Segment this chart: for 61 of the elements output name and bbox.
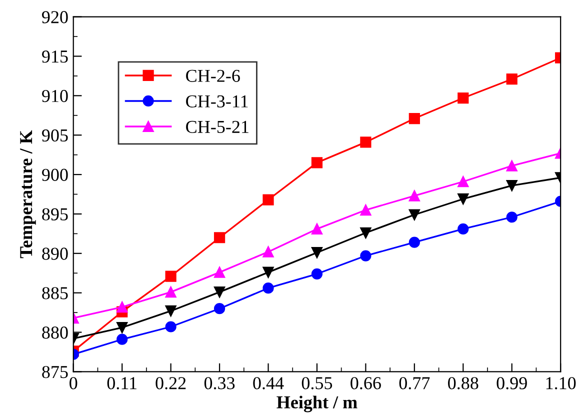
x-tick-label: 0 [70,377,78,390]
y-tick-label: 880 [42,326,68,339]
x-tick-label: 1.10 [546,377,576,390]
point [116,301,128,313]
point [458,92,469,104]
point [360,227,372,238]
point [408,209,420,220]
x-axis-title: Height / m [276,396,358,412]
point [165,305,176,317]
point [360,136,372,148]
x-tick-label: 0.88 [448,377,478,390]
point [408,190,420,202]
x-tick-label: 0.77 [399,377,430,390]
y-tick-label: 875 [42,366,68,378]
x-tick-label: 0.99 [496,377,527,390]
point [311,157,323,168]
point [458,193,469,205]
legend-label: CH-5-21 [186,120,248,133]
point [214,232,226,244]
x-tick-label: 0.44 [253,377,284,390]
point [311,268,323,280]
x-tick-label: 0.33 [204,377,235,390]
point [214,266,226,278]
point [262,282,274,294]
point [262,266,274,278]
point [311,223,323,235]
legend-label: CH-3-11 [186,95,248,108]
y-tick-label: 900 [42,168,68,181]
point [506,160,518,172]
point [506,212,518,223]
point [458,223,469,235]
x-tick-label: 0.11 [107,377,136,390]
y-tick-label: 905 [42,129,68,142]
point [165,270,176,282]
x-tick-label: 0.55 [302,377,332,390]
point [116,334,128,345]
point [165,321,176,332]
point [311,247,323,258]
point [408,236,420,248]
point [116,322,128,334]
point [360,250,372,262]
point [262,194,274,206]
point [262,246,274,258]
x-tick-label: 0.22 [156,377,186,390]
point [408,112,420,124]
y-tick-label: 885 [42,287,68,300]
y-tick-label: 890 [42,248,68,260]
point [165,286,176,298]
x-tick-label: 0.66 [350,377,381,390]
y-tick-label: 915 [42,50,68,63]
point [506,180,518,192]
point [360,204,372,216]
y-axis-title: Temperature / K [20,130,36,258]
point [458,176,469,188]
y-tick-label: 920 [42,11,68,24]
point [214,303,226,314]
point [506,74,518,85]
legend-label: CH-2-6 [186,70,240,82]
y-tick-label: 910 [42,90,68,102]
point [214,286,226,298]
y-tick-label: 895 [42,208,68,220]
